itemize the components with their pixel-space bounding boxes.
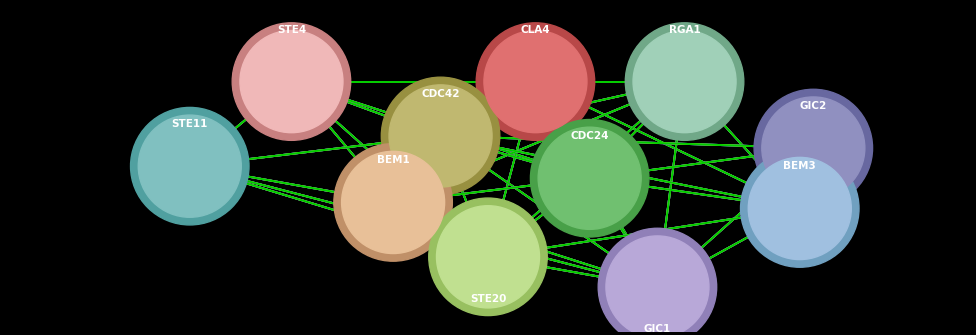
Text: RGA1: RGA1 [669, 25, 701, 35]
Ellipse shape [131, 108, 249, 225]
Text: BEM3: BEM3 [784, 161, 816, 171]
Ellipse shape [741, 150, 859, 267]
Ellipse shape [754, 89, 873, 207]
Ellipse shape [762, 97, 865, 199]
Text: CDC42: CDC42 [422, 89, 460, 99]
Text: CLA4: CLA4 [520, 25, 550, 35]
Ellipse shape [382, 77, 500, 195]
Text: STE4: STE4 [277, 25, 306, 35]
Text: CDC24: CDC24 [570, 131, 609, 141]
Ellipse shape [530, 120, 649, 237]
Ellipse shape [334, 144, 452, 261]
Ellipse shape [476, 23, 594, 140]
Ellipse shape [598, 228, 716, 335]
Ellipse shape [749, 157, 851, 260]
Text: GIC2: GIC2 [799, 101, 827, 111]
Ellipse shape [633, 30, 736, 133]
Ellipse shape [626, 23, 744, 140]
Ellipse shape [240, 30, 343, 133]
Ellipse shape [606, 236, 709, 335]
Ellipse shape [538, 127, 641, 229]
Ellipse shape [428, 198, 548, 316]
Ellipse shape [342, 151, 445, 254]
Ellipse shape [484, 30, 587, 133]
Ellipse shape [139, 115, 241, 217]
Text: BEM1: BEM1 [377, 155, 410, 165]
Text: GIC1: GIC1 [644, 324, 671, 334]
Ellipse shape [232, 23, 350, 140]
Text: STE11: STE11 [172, 119, 208, 129]
Text: STE20: STE20 [469, 294, 507, 304]
Ellipse shape [436, 206, 540, 308]
Ellipse shape [389, 85, 492, 187]
